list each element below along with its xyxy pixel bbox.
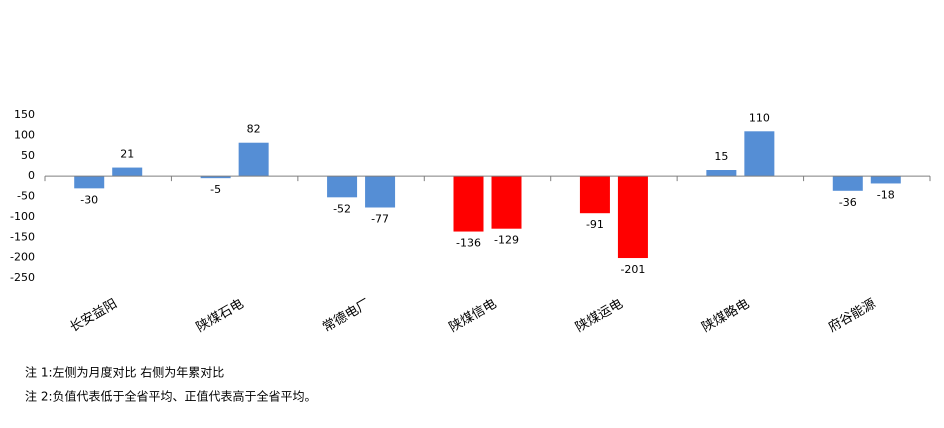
value-label: 110 bbox=[749, 111, 770, 124]
x-tick-label: 常德电厂 bbox=[320, 297, 373, 336]
value-label: -52 bbox=[333, 202, 351, 215]
y-tick-label: 150 bbox=[14, 108, 35, 121]
y-tick-label: -200 bbox=[10, 251, 35, 264]
value-label: -77 bbox=[371, 213, 389, 226]
bar bbox=[200, 176, 231, 179]
value-label: 15 bbox=[714, 150, 728, 163]
x-tick-label: 陕煤运电 bbox=[573, 297, 626, 336]
x-tick-label: 府谷能源 bbox=[826, 297, 879, 336]
note: 注 1:左侧为月度对比 右侧为年累对比 bbox=[25, 365, 224, 380]
bar bbox=[112, 167, 143, 177]
value-label: -18 bbox=[877, 188, 895, 201]
y-tick-label: 100 bbox=[14, 128, 35, 141]
bar bbox=[744, 131, 775, 177]
bar bbox=[832, 176, 863, 191]
bar bbox=[327, 176, 358, 198]
x-tick-label: 陕煤略电 bbox=[699, 296, 752, 336]
bar bbox=[491, 176, 522, 229]
value-label: -136 bbox=[456, 237, 481, 250]
x-tick-label: 长安益阳 bbox=[67, 297, 120, 336]
value-label: -30 bbox=[80, 193, 98, 206]
bar bbox=[74, 176, 105, 189]
bar bbox=[453, 176, 484, 232]
value-label: -129 bbox=[494, 234, 519, 247]
bar bbox=[238, 142, 269, 177]
y-tick-label: 50 bbox=[21, 149, 35, 162]
y-tick-label: -250 bbox=[10, 271, 35, 284]
value-label: -201 bbox=[620, 263, 645, 276]
bar bbox=[870, 176, 901, 184]
y-tick-label: -50 bbox=[17, 190, 35, 203]
value-label: -36 bbox=[839, 196, 857, 209]
value-label: 82 bbox=[247, 123, 261, 136]
value-label: -91 bbox=[586, 218, 604, 231]
bar bbox=[579, 176, 610, 214]
value-label: -5 bbox=[210, 183, 221, 196]
y-tick-label: -100 bbox=[10, 210, 35, 223]
note: 注 2:负值代表低于全省平均、正值代表高于全省平均。 bbox=[25, 389, 317, 404]
x-tick-label: 陕煤信电 bbox=[447, 297, 500, 336]
y-tick-label: -150 bbox=[10, 230, 35, 243]
value-label: 21 bbox=[120, 148, 134, 161]
bar bbox=[365, 176, 396, 208]
bar bbox=[617, 176, 648, 259]
x-tick-label: 陕煤石电 bbox=[194, 297, 247, 336]
bar bbox=[706, 170, 737, 177]
y-tick-label: 0 bbox=[28, 169, 35, 182]
